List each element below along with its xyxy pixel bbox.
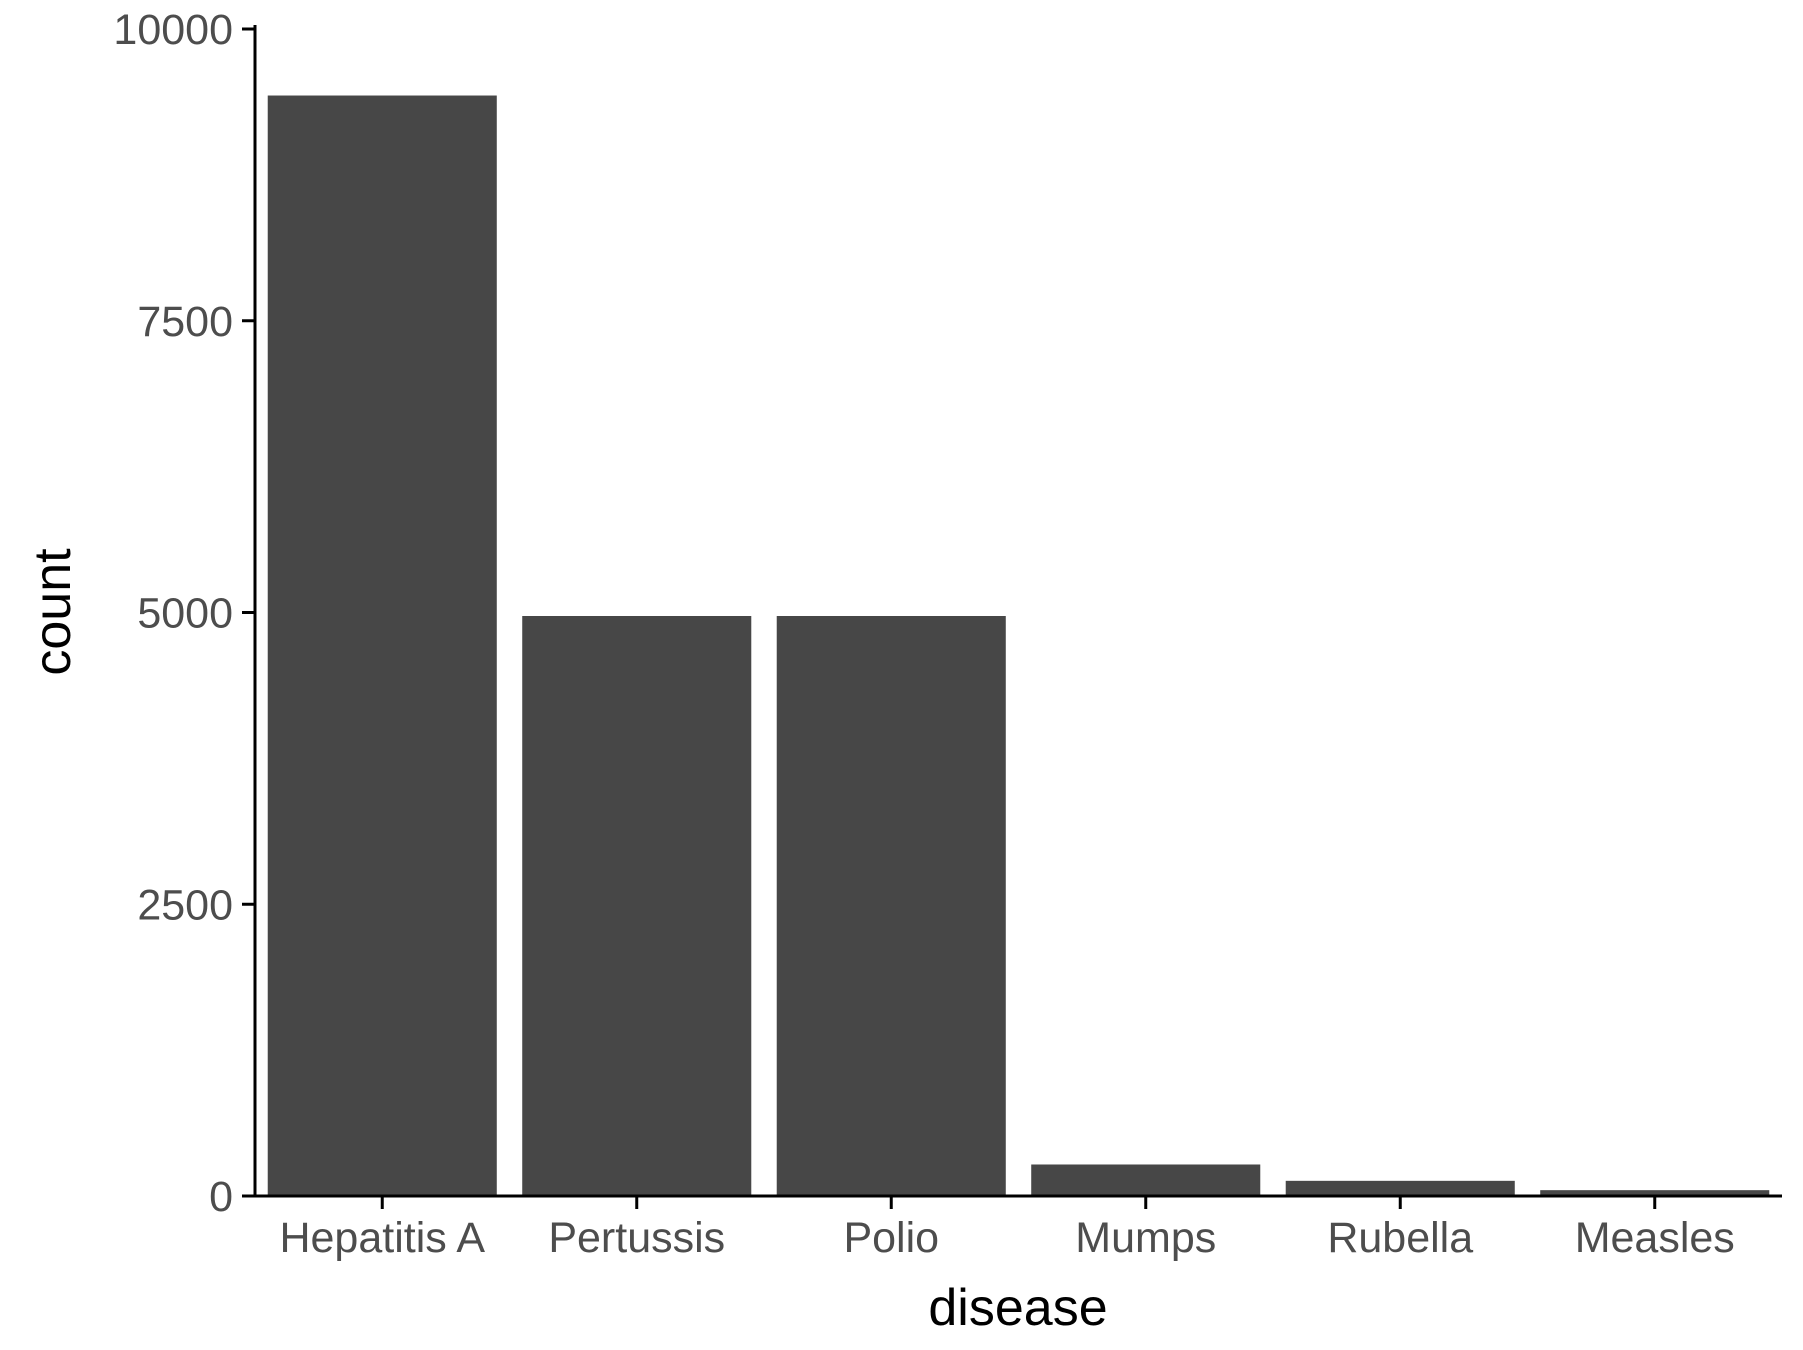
- bar-mumps: [1031, 1164, 1261, 1196]
- y-tick-label: 10000: [113, 6, 233, 54]
- y-axis-title: count: [24, 548, 82, 676]
- bars-group: [267, 95, 1770, 1196]
- x-tick-label: Polio: [843, 1214, 939, 1262]
- bar-pertussis: [522, 616, 752, 1196]
- bar-hepatitis-a: [267, 95, 497, 1196]
- x-tick-label: Rubella: [1327, 1214, 1473, 1262]
- y-axis: 0 2500 5000 7500 10000: [113, 6, 257, 1221]
- x-axis: Hepatitis A Pertussis Polio Mumps Rubella Mea…: [253, 1194, 1782, 1262]
- x-tick-label: Pertussis: [548, 1214, 725, 1262]
- y-tick-label: 7500: [137, 298, 233, 346]
- x-axis-title: disease: [928, 1279, 1107, 1337]
- x-tick-label: Hepatitis A: [279, 1214, 485, 1262]
- bar-rubella: [1285, 1180, 1515, 1196]
- y-tick-label: 0: [209, 1173, 233, 1221]
- x-tick-label: Measles: [1575, 1214, 1735, 1262]
- x-tick-label: Mumps: [1075, 1214, 1216, 1262]
- y-tick-label: 2500: [137, 881, 233, 929]
- bar-polio: [776, 616, 1006, 1196]
- y-tick-label: 5000: [137, 590, 233, 638]
- bar-measles: [1540, 1190, 1770, 1196]
